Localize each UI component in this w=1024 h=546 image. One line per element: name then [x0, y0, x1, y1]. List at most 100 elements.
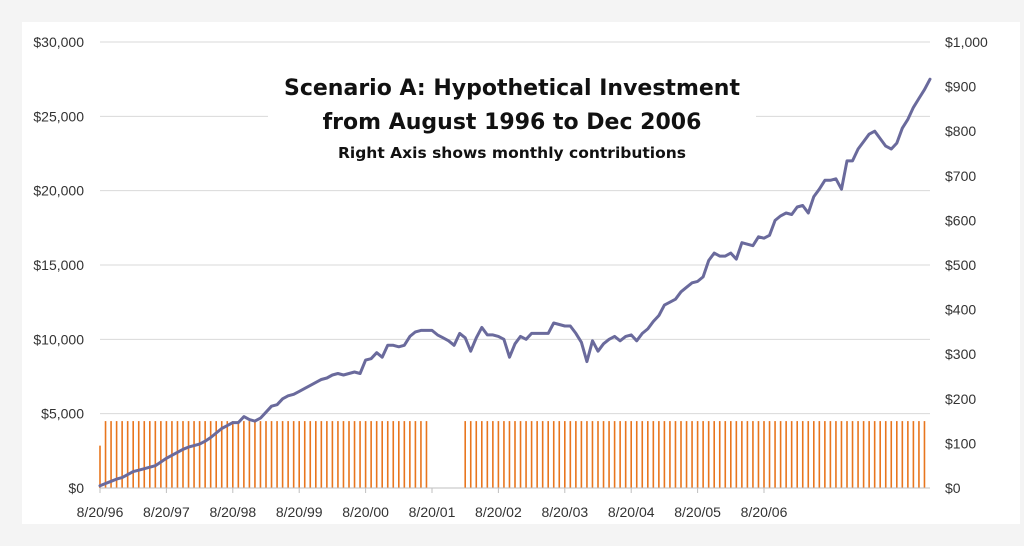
contribution-bar [835, 421, 837, 488]
contribution-bar [287, 421, 289, 488]
contribution-bar [182, 421, 184, 488]
contribution-bar [232, 421, 234, 488]
contribution-bar [414, 421, 417, 488]
left-tick-label: $15,000 [33, 257, 84, 273]
contribution-bar [580, 421, 583, 488]
contribution-bar [370, 421, 372, 488]
chart-title-line-2: from August 1996 to Dec 2006 [322, 110, 702, 135]
contribution-bar [409, 421, 411, 488]
right-tick-label: $600 [945, 212, 976, 228]
contribution-bar [597, 421, 599, 488]
contribution-bar [824, 421, 826, 488]
investment-value-line [98, 77, 932, 488]
x-tick-label: 8/20/02 [475, 504, 522, 520]
contribution-bar [497, 421, 500, 488]
contribution-bar [248, 421, 251, 488]
contribution-bar [707, 421, 710, 488]
contribution-bar [552, 421, 555, 488]
chart-title-line-1: Scenario A: Hypothetical Investment [284, 76, 740, 101]
left-tick-label: $10,000 [33, 331, 84, 347]
x-tick-label: 8/20/06 [741, 504, 788, 520]
contribution-bar [569, 421, 572, 488]
contribution-bar [381, 421, 383, 488]
contribution-bar [536, 421, 538, 488]
contribution-bar [525, 421, 527, 488]
contribution-bar [99, 445, 101, 488]
contribution-bar [724, 421, 727, 488]
contribution-bar [348, 421, 350, 488]
chart-subtitle: Right Axis shows monthly contributions [337, 144, 687, 162]
contribution-bar [398, 421, 400, 488]
contribution-bar [547, 421, 549, 488]
contribution-bar [160, 421, 162, 488]
contribution-bar [652, 421, 655, 488]
contribution-bar [641, 421, 644, 488]
contribution-bar [862, 421, 865, 488]
contribution-bar [220, 421, 223, 488]
contribution-bar [663, 421, 666, 488]
right-tick-label: $1,000 [945, 34, 988, 50]
contribution-bar [110, 421, 112, 488]
x-tick-label: 8/20/97 [143, 504, 190, 520]
contribution-bar [907, 421, 909, 488]
contribution-bar [647, 421, 649, 488]
contribution-bar [923, 421, 926, 488]
contribution-bar [209, 421, 212, 488]
contribution-bar [746, 421, 749, 488]
x-tick-label: 8/20/05 [674, 504, 721, 520]
contribution-bar [896, 421, 898, 488]
x-axis-ticks: 8/20/96 8/20/97 8/20/98 8/20/99 8/20/00 8/20/… [77, 487, 930, 520]
contribution-bar [846, 421, 848, 488]
contribution-bar [198, 421, 201, 488]
contribution-bar [364, 421, 367, 488]
contribution-bar [564, 421, 566, 488]
contribution-bar [840, 421, 843, 488]
right-tick-label: $400 [945, 302, 976, 318]
value-line [98, 77, 932, 488]
contribution-bar [807, 421, 810, 488]
contribution-bar [818, 421, 821, 488]
contribution-bar [420, 421, 422, 488]
contribution-bar [735, 421, 738, 488]
contribution-bar [176, 421, 179, 488]
contribution-bar [259, 421, 262, 488]
contribution-bar [674, 421, 677, 488]
contribution-bar [774, 421, 776, 488]
contribution-bar [276, 421, 278, 488]
x-tick-label: 8/20/96 [77, 504, 124, 520]
contribution-bar [890, 421, 893, 488]
contribution-bar [503, 421, 505, 488]
x-tick-label: 8/20/03 [541, 504, 588, 520]
contribution-bar [790, 421, 793, 488]
contribution-bar [137, 421, 140, 488]
contribution-bar [702, 421, 704, 488]
left-tick-label: $0 [68, 480, 84, 496]
contribution-bar [884, 421, 887, 488]
x-tick-label: 8/20/01 [409, 504, 456, 520]
right-tick-label: $900 [945, 79, 976, 95]
contribution-bar [829, 421, 832, 488]
contribution-bar [154, 421, 157, 488]
left-axis-ticks: $0 $5,000 $10,000 $15,000 $20,000 $25,000 $30,… [33, 34, 84, 496]
contribution-bar [713, 421, 715, 488]
contribution-bar [658, 421, 660, 488]
contribution-bar [386, 421, 389, 488]
contribution-bar [613, 421, 616, 488]
contribution-bar [359, 421, 361, 488]
contribution-bar [403, 421, 406, 488]
x-tick-label: 8/20/00 [342, 504, 389, 520]
contribution-bar [254, 421, 256, 488]
contribution-bar [425, 421, 428, 488]
contribution-bar [857, 421, 859, 488]
contribution-bar [608, 421, 610, 488]
contribution-bar [779, 421, 782, 488]
contribution-bar [718, 421, 721, 488]
contribution-bar [143, 421, 146, 488]
right-tick-label: $700 [945, 168, 976, 184]
contribution-bar [298, 421, 300, 488]
contribution-bar [630, 421, 632, 488]
contribution-bar [115, 421, 118, 488]
right-tick-label: $100 [945, 435, 976, 451]
contribution-bar [752, 421, 754, 488]
contribution-bar [508, 421, 511, 488]
